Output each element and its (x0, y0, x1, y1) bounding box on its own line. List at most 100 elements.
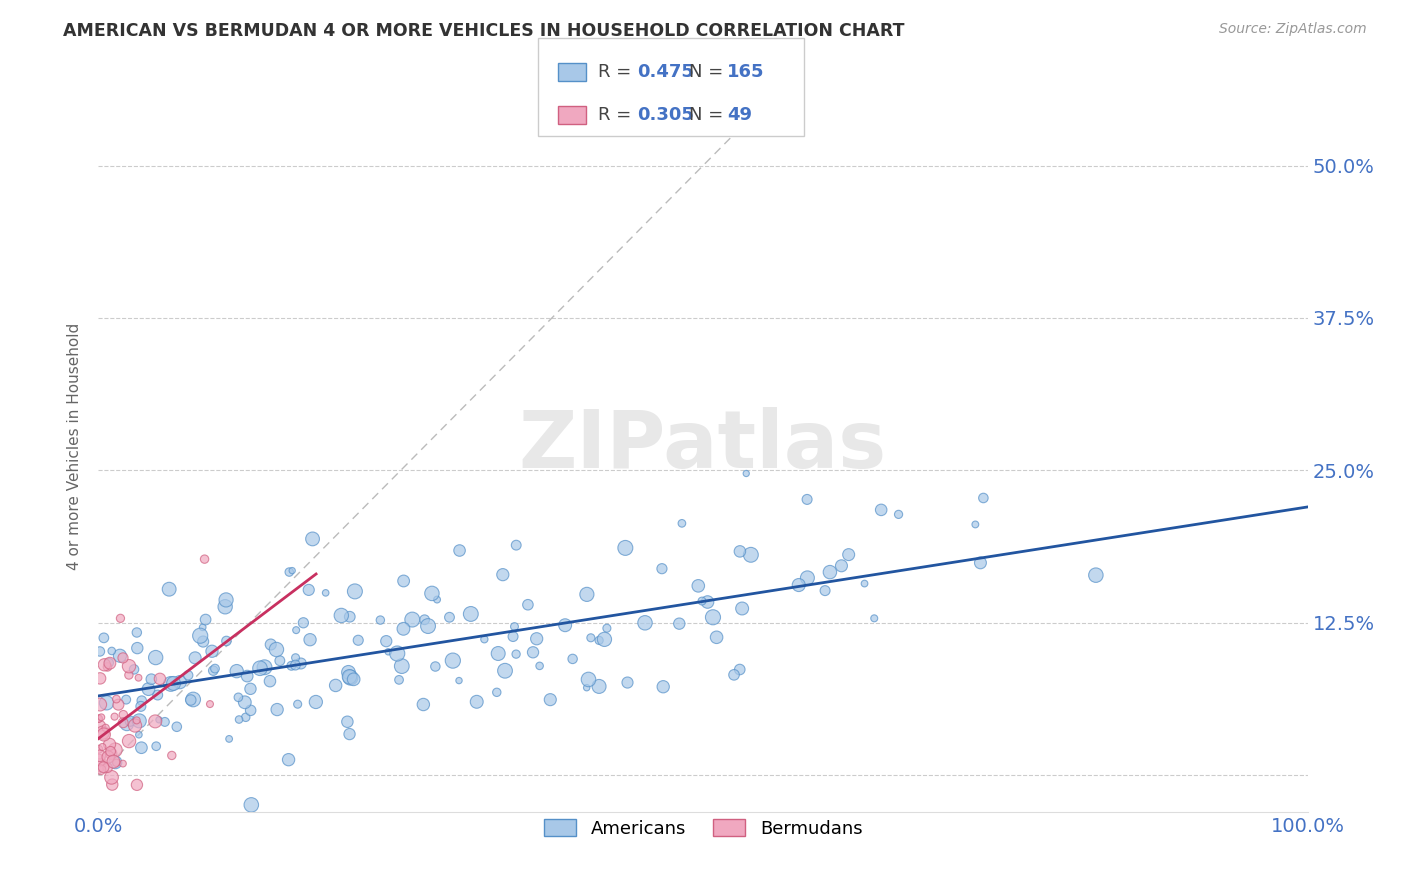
Point (90, 763, 112, 777)
Point (526, 632, 548, 646)
Text: 0.305: 0.305 (637, 106, 693, 124)
Point (215, 593, 238, 607)
Point (870, 503, 893, 517)
Point (339, 670, 361, 684)
Point (143, 714, 166, 729)
Point (90, 710, 112, 724)
Point (266, 702, 288, 716)
Point (965, 517, 987, 532)
Point (377, 645, 399, 659)
Text: 165: 165 (727, 63, 765, 81)
Point (97, 761, 120, 775)
Point (131, 693, 153, 707)
Point (89, 719, 111, 733)
Point (284, 658, 307, 673)
Point (104, 756, 127, 770)
Point (93, 760, 115, 774)
Point (87, 742, 110, 756)
Text: N =: N = (689, 63, 728, 81)
Point (339, 609, 361, 624)
Point (149, 672, 172, 686)
Point (128, 671, 150, 685)
Point (201, 644, 224, 658)
Point (115, 717, 138, 731)
Point (505, 647, 527, 661)
Point (284, 650, 307, 665)
Point (100, 644, 122, 658)
Point (347, 633, 370, 648)
Point (125, 714, 148, 728)
Point (634, 615, 657, 630)
Point (128, 728, 150, 742)
Point (118, 668, 141, 682)
Point (796, 571, 818, 585)
Point (337, 665, 360, 680)
Point (315, 586, 337, 600)
Point (160, 677, 183, 691)
Point (735, 467, 758, 481)
Point (652, 680, 675, 694)
Point (111, 651, 134, 665)
Point (124, 718, 146, 732)
Point (278, 565, 301, 579)
Point (269, 654, 291, 668)
Point (87, 712, 110, 726)
Point (290, 657, 312, 671)
Text: Source: ZipAtlas.com: Source: ZipAtlas.com (1219, 22, 1367, 37)
Point (516, 598, 538, 612)
Point (690, 594, 713, 608)
Point (688, 579, 710, 593)
Point (416, 619, 439, 633)
Point (561, 652, 583, 666)
Point (101, 778, 124, 792)
Point (814, 583, 837, 598)
Point (441, 654, 464, 668)
Point (538, 692, 561, 706)
Point (412, 698, 434, 712)
Point (439, 610, 461, 624)
Point (728, 544, 751, 558)
Point (505, 538, 527, 552)
Point (194, 613, 217, 627)
Point (239, 681, 262, 696)
Point (485, 685, 508, 699)
Point (191, 634, 214, 648)
Point (111, 756, 134, 771)
Point (215, 634, 238, 648)
Point (339, 727, 361, 741)
Point (240, 797, 263, 812)
Point (370, 613, 392, 627)
Point (157, 582, 180, 597)
Point (575, 681, 598, 695)
Point (148, 713, 170, 727)
Point (89, 672, 111, 686)
Point (298, 582, 321, 597)
Point (529, 659, 551, 673)
Point (138, 682, 160, 697)
Point (162, 676, 184, 690)
Point (177, 668, 200, 682)
Point (391, 659, 413, 673)
Point (339, 671, 361, 685)
Point (127, 641, 149, 656)
Point (305, 695, 328, 709)
Point (651, 562, 673, 576)
Point (287, 697, 309, 711)
Point (115, 692, 138, 706)
Point (253, 660, 276, 674)
Point (472, 632, 495, 647)
Point (579, 631, 602, 645)
Point (301, 532, 323, 546)
Point (89, 748, 111, 763)
Point (486, 647, 509, 661)
Point (131, 740, 153, 755)
Point (728, 663, 751, 677)
Point (343, 673, 366, 687)
Point (787, 578, 810, 592)
Point (292, 615, 315, 630)
Point (460, 607, 482, 621)
Point (449, 543, 471, 558)
Point (299, 632, 322, 647)
Point (100, 747, 122, 761)
Point (392, 574, 415, 588)
